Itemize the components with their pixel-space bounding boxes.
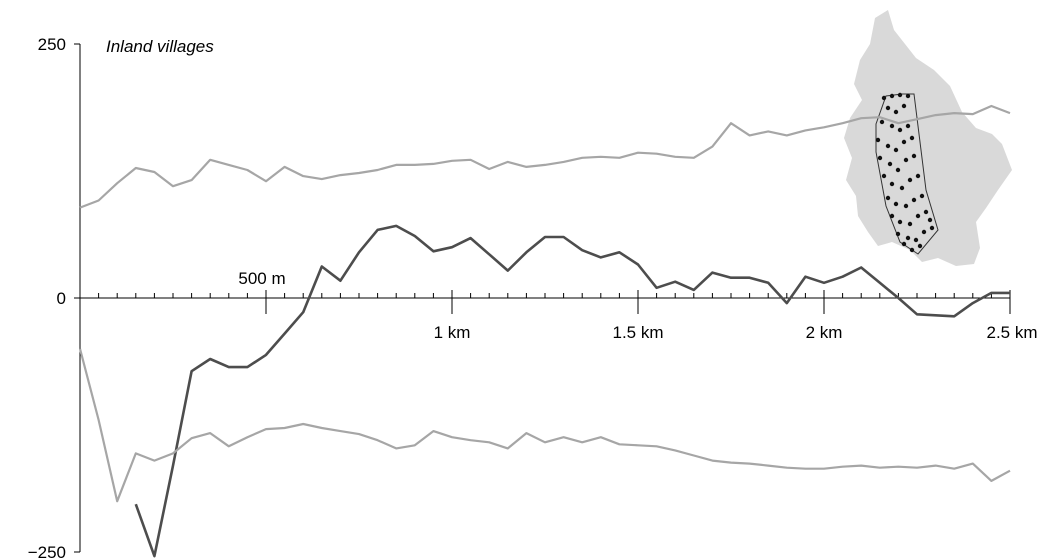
x-tick-label: 2 km xyxy=(806,323,843,342)
village-dot xyxy=(901,103,907,109)
x-tick-label: 1 km xyxy=(434,323,471,342)
village-dot xyxy=(897,127,903,133)
y-tick-label: 250 xyxy=(38,35,66,54)
village-dot xyxy=(907,177,913,183)
village-dot xyxy=(895,231,901,237)
y-tick-label: 0 xyxy=(57,289,66,308)
village-dot xyxy=(889,181,895,187)
village-dot xyxy=(881,95,887,101)
village-map-inset xyxy=(844,10,1012,266)
village-dot xyxy=(895,167,901,173)
village-dot xyxy=(929,225,935,231)
village-dot xyxy=(905,93,911,99)
village-dot xyxy=(911,197,917,203)
village-dot xyxy=(913,237,919,243)
village-dot xyxy=(917,243,923,249)
village-dot xyxy=(889,213,895,219)
series-layer xyxy=(78,104,1011,558)
village-dot xyxy=(889,123,895,129)
x-tick-label: 2.5 km xyxy=(986,323,1037,342)
village-dot xyxy=(887,161,893,167)
chart-axes: 250 0 −250 500 m 1 km 1.5 km 2 km 2.5 km xyxy=(28,35,1038,560)
x-tick-label: 500 m xyxy=(238,269,285,288)
village-dot xyxy=(875,137,881,143)
village-dot xyxy=(885,143,891,149)
village-dot xyxy=(889,93,895,99)
village-dot xyxy=(905,123,911,129)
region-shape xyxy=(844,10,1012,266)
village-dot xyxy=(893,109,899,115)
village-dot xyxy=(915,173,921,179)
series-line-observed xyxy=(134,224,1010,558)
x-tick-label: 1.5 km xyxy=(612,323,663,342)
village-dot xyxy=(911,153,917,159)
village-dot xyxy=(909,247,915,253)
chart-title: Inland villages xyxy=(106,37,214,56)
village-dot xyxy=(901,241,907,247)
village-dot xyxy=(885,105,891,111)
village-dot xyxy=(903,157,909,163)
village-dot xyxy=(915,213,921,219)
village-dot xyxy=(879,119,885,125)
village-dot xyxy=(893,201,899,207)
village-dot xyxy=(881,173,887,179)
village-dot xyxy=(903,203,909,209)
series-line-upper-envelope xyxy=(79,104,1011,209)
village-dot xyxy=(927,217,933,223)
village-dot xyxy=(897,92,903,98)
village-dot xyxy=(907,221,913,227)
village-dot xyxy=(877,155,883,161)
village-dot xyxy=(923,209,929,215)
y-tick-label: −250 xyxy=(28,543,66,560)
village-dot xyxy=(897,219,903,225)
village-dot xyxy=(909,135,915,141)
village-convex-hull xyxy=(875,93,939,255)
village-dot xyxy=(921,229,927,235)
series-line-lower-envelope xyxy=(78,348,1011,503)
village-dot xyxy=(901,139,907,145)
village-points xyxy=(875,92,935,253)
village-dot xyxy=(905,235,911,241)
village-dot xyxy=(893,147,899,153)
village-dot xyxy=(899,185,905,191)
village-dot xyxy=(919,193,925,199)
village-dot xyxy=(885,195,891,201)
